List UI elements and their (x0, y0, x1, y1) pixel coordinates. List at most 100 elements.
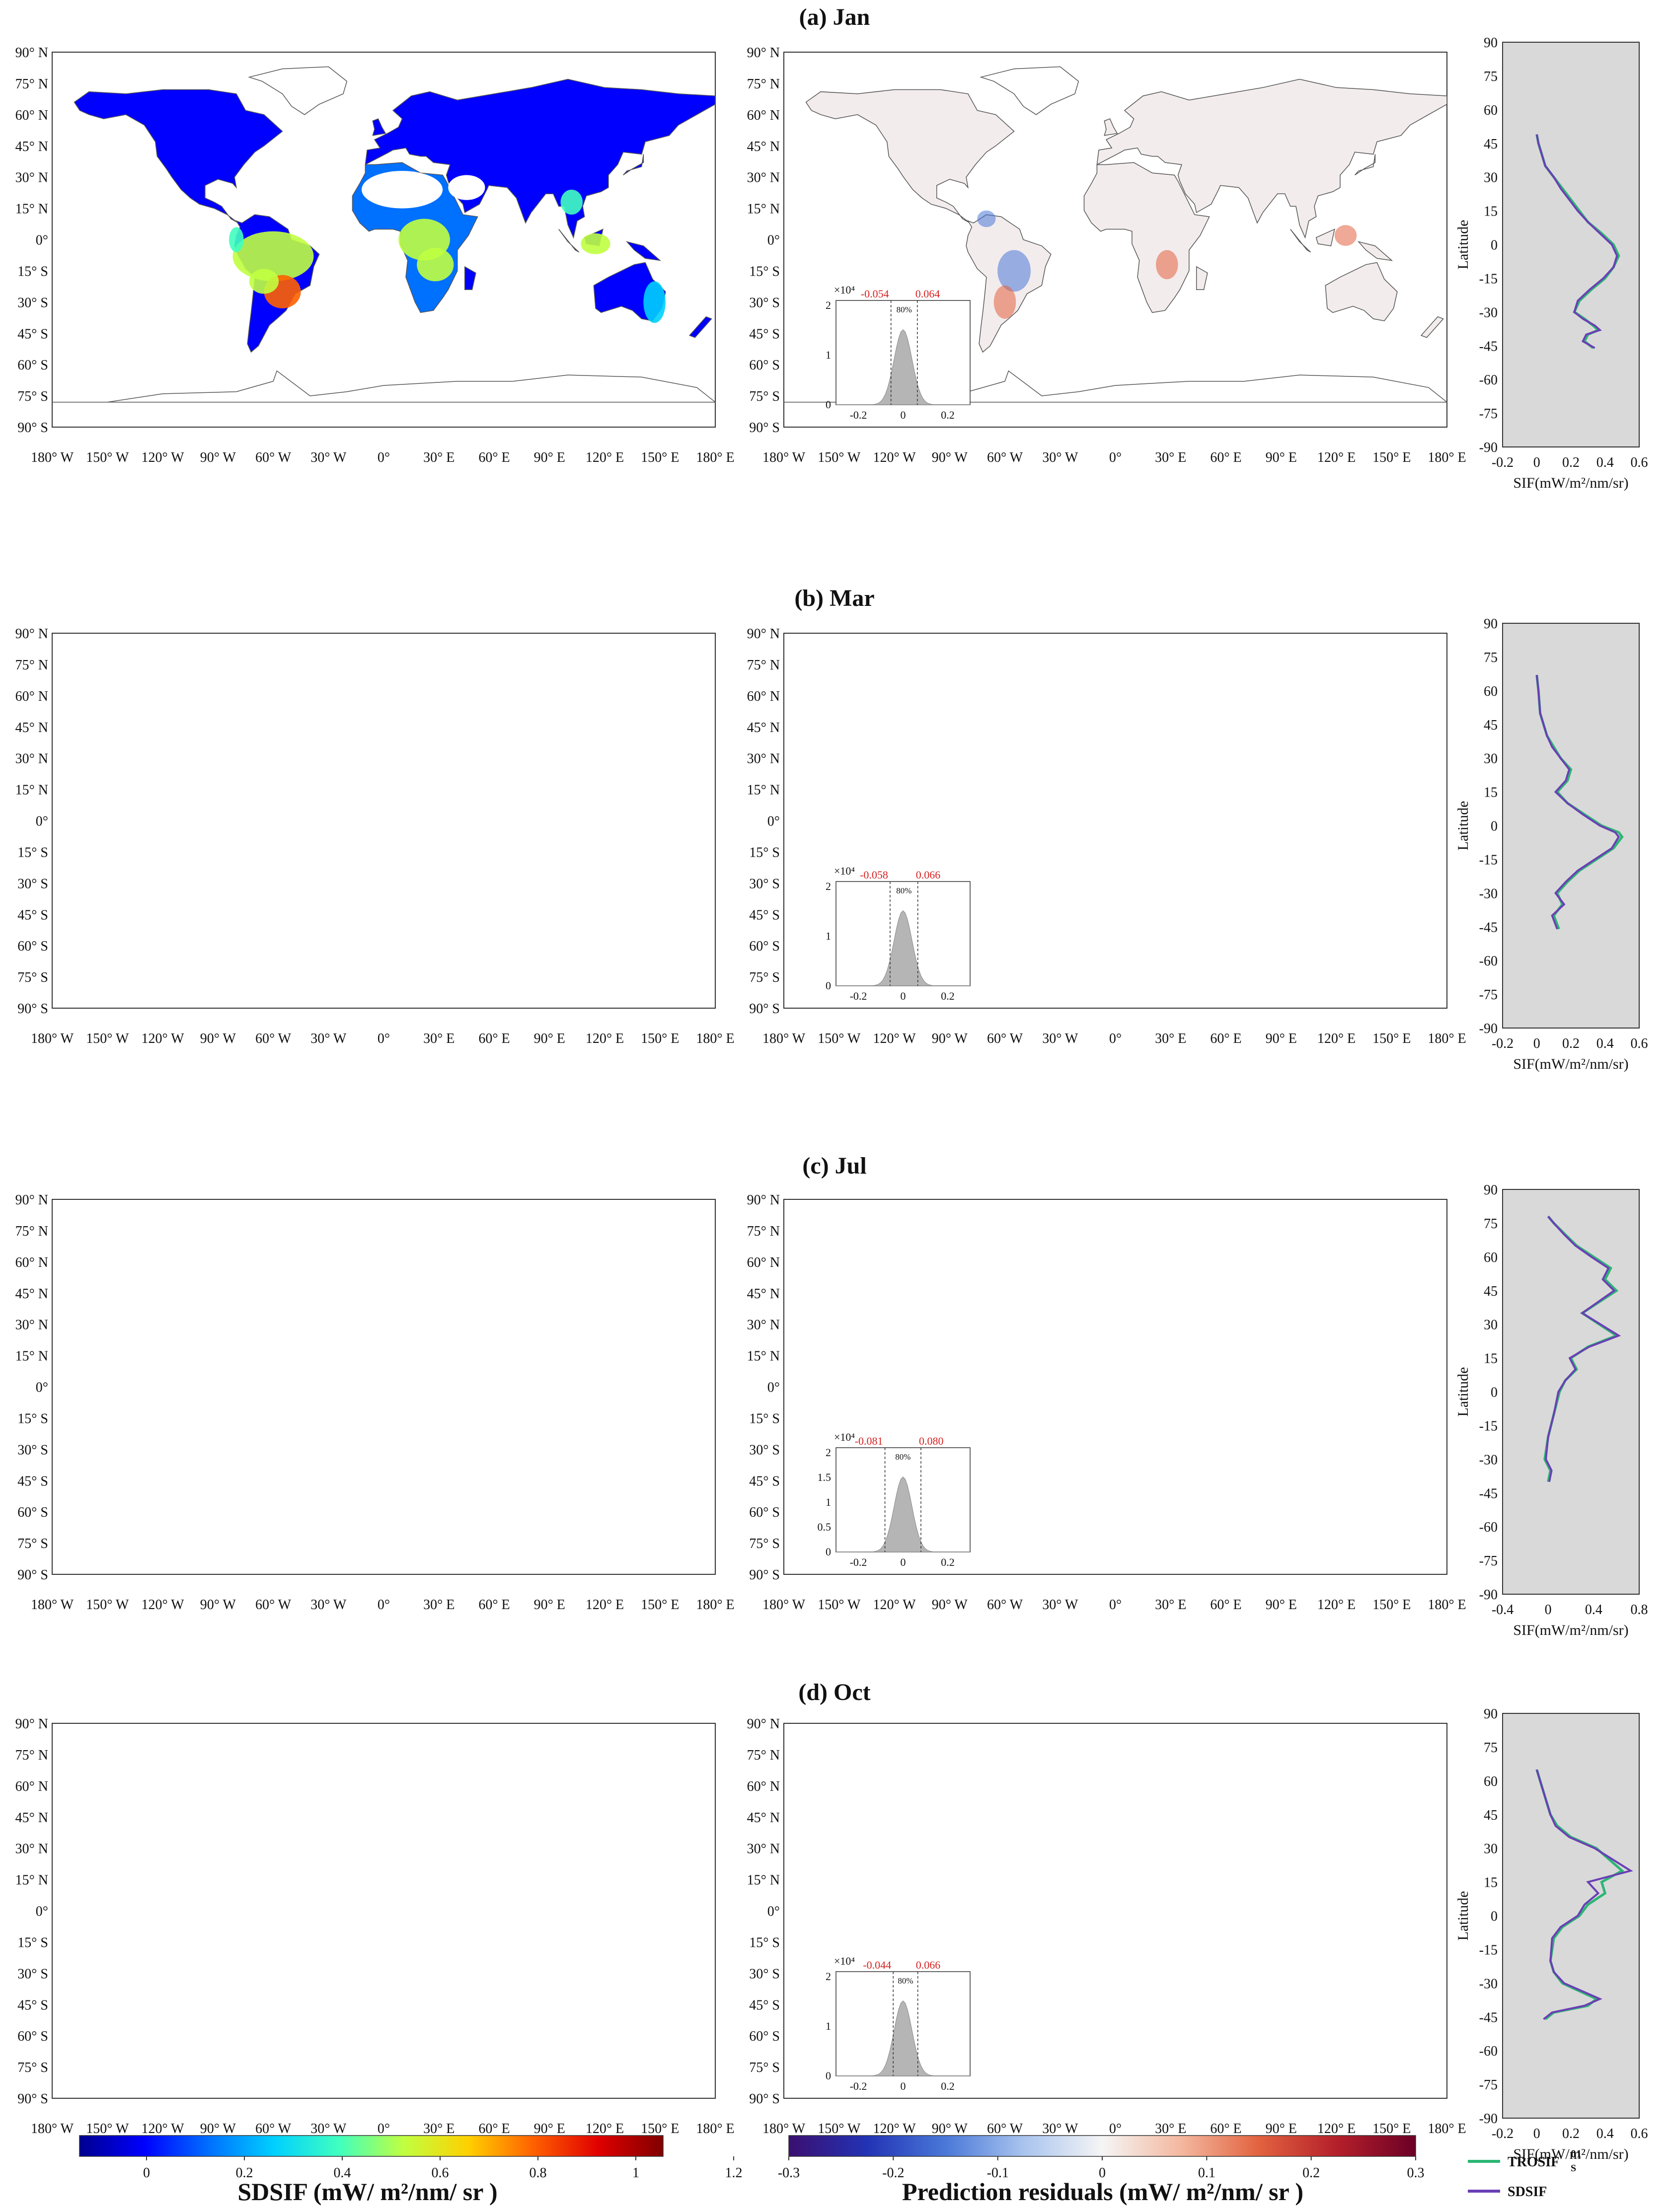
lat-tick-label: 60° N (15, 108, 48, 123)
sdsif-colorbar-label: SDSIF (mW/ m²/nm/ sr ) (237, 2178, 497, 2206)
residual-histogram-inset-percent: 80% (896, 886, 911, 895)
lon-tick-label: 120° W (873, 2121, 916, 2137)
lon-tick-label: 60° W (255, 450, 292, 465)
lon-tick-label: 150° E (641, 450, 679, 465)
lon-tick-label: 60° W (987, 1031, 1023, 1046)
lat-tick-label: 90° N (15, 626, 48, 642)
lat-tick-label: 90° N (747, 45, 780, 61)
profile-lat-tick: 0 (1491, 819, 1498, 834)
panel-title: (d) Oct (798, 1679, 870, 1705)
sdsif-map-landmass (625, 241, 662, 261)
lon-tick-label: 90° E (534, 1597, 565, 1613)
lon-tick-label: 30° W (1042, 1597, 1078, 1613)
lat-tick-label: 30° N (15, 751, 48, 767)
profile-lat-tick: 90 (1484, 1706, 1498, 1722)
sdsif-map-desert (448, 175, 485, 200)
lat-tick-label: 45° S (17, 1997, 48, 2013)
lon-tick-label: 30° W (310, 1597, 347, 1613)
lon-tick-label: 60° E (1210, 450, 1241, 465)
lat-tick-label: 15° S (17, 1935, 48, 1950)
residual-histogram-inset-xtick: 0 (901, 409, 906, 421)
residual-colorbar-tick: 0.3 (1407, 2165, 1425, 2181)
residual-histogram-inset-ytick: 1 (826, 2020, 831, 2032)
lat-tick-label: 30° S (17, 876, 48, 891)
lat-tick-label: 15° S (749, 264, 780, 279)
residual-map-landmass (980, 66, 1079, 115)
lat-tick-label: 0° (36, 233, 48, 248)
sdsif-map: 90° N 75° N 60° N 45° N 30° N 15° N 0° 15° S 30°… (15, 1716, 735, 2137)
sdsif-colorbar-tick: 0.4 (334, 2165, 351, 2181)
sdsif-map-landmass (464, 266, 476, 290)
residual-colorbar-tick: 0.1 (1198, 2165, 1215, 2181)
lon-tick-label: 150° W (818, 1597, 861, 1613)
residual-histogram-inset-xtick: -0.2 (850, 2080, 867, 2092)
lat-tick-label: 60° S (17, 358, 48, 373)
lon-tick-label: 60° W (987, 450, 1023, 465)
lat-tick-label: 60° S (749, 358, 780, 373)
profile-x-tick: -0.2 (1492, 2126, 1514, 2141)
sdsif-map: 90° N 75° N 60° N 45° N 30° N 15° N 0° 15° S 30°… (15, 45, 735, 465)
lat-tick-label: 15° S (749, 1935, 780, 1950)
profile-lat-tick: 0 (1491, 238, 1498, 253)
lon-tick-label: 90° W (200, 450, 236, 465)
latitude-profile: 90 75 60 45 30 15 0 -15 -30 -45 -60 -75 -90-0.2 0 0.2 0… (1455, 35, 1648, 491)
sdsif-map-frame (52, 633, 716, 1009)
profile-x-tick: 0.4 (1596, 2126, 1614, 2141)
residual-histogram-inset-ytick: 0 (826, 979, 831, 992)
residual-histogram-inset-histogram (836, 329, 970, 405)
lon-tick-label: 60° W (255, 1031, 292, 1046)
lon-tick-label: 60° E (1210, 1597, 1241, 1613)
lon-tick-label: 150° E (1372, 1031, 1411, 1046)
lat-tick-label: 75° S (17, 389, 48, 404)
lon-tick-label: 180° E (1428, 1031, 1466, 1046)
lon-tick-label: 150° W (86, 450, 129, 465)
profile-xlabel: SIF(mW/m²/nm/sr) (1513, 1622, 1628, 1638)
lon-tick-label: 30° E (1155, 1597, 1186, 1613)
lat-tick-label: 45° N (747, 1286, 780, 1302)
profile-lat-tick: 15 (1484, 1351, 1498, 1367)
lat-tick-label: 45° N (747, 720, 780, 736)
sdsif-colorbar-tick: 0.2 (236, 2165, 253, 2181)
sdsif-colorbar (79, 2135, 664, 2157)
sdsif-colorbar-tick: 0.6 (432, 2165, 449, 2181)
profile-ylabel: Latitude (1455, 1367, 1471, 1417)
profile-lat-tick: -90 (1479, 1587, 1498, 1603)
lat-tick-label: 0° (36, 1904, 48, 1919)
lon-tick-label: 180° E (1428, 450, 1466, 465)
residual-histogram-inset-exponent: ×10⁴ (834, 1431, 855, 1443)
profile-x-tick: 0 (1533, 1036, 1540, 1051)
profile-lat-tick: 45 (1484, 1284, 1498, 1299)
lat-tick-label: 15° S (17, 264, 48, 279)
profile-ylabel: Latitude (1455, 1891, 1471, 1941)
residual-histogram-inset-ytick: 2 (826, 299, 831, 311)
profile-lat-tick: -15 (1479, 1942, 1498, 1958)
lon-tick-label: 0° (1109, 2121, 1122, 2137)
latitude-profile-plot-area (1502, 1713, 1640, 2119)
residual-map: 90° N 75° N 60° N 45° N 30° N 15° N 0° 15° S 30°… (747, 1192, 1466, 1613)
lat-tick-label: 0° (767, 233, 780, 248)
lat-tick-label: 75° N (15, 658, 48, 673)
profile-lat-tick: -60 (1479, 1520, 1498, 1535)
lon-tick-label: 180° E (696, 450, 734, 465)
lon-tick-label: 180° W (762, 450, 806, 465)
series-line-sdsif (1535, 1769, 1633, 2020)
lon-tick-label: 180° E (696, 2121, 734, 2137)
series-line-sdsif (1545, 1216, 1621, 1482)
lat-tick-label: 75° N (747, 1224, 780, 1239)
sdsif-map-landmass (365, 78, 715, 239)
residual-map-landmass (1325, 262, 1398, 321)
lon-tick-label: 0° (378, 450, 390, 465)
lon-tick-label: 150° W (818, 1031, 861, 1046)
lon-tick-label: 30° W (1042, 450, 1078, 465)
profile-x-tick: 0.4 (1596, 455, 1614, 470)
residual-histogram-inset-ytick: 1 (826, 930, 831, 942)
lon-tick-label: 0° (1109, 1597, 1122, 1613)
lon-tick-label: 180° E (696, 1031, 734, 1046)
lon-tick-label: 90° E (1266, 450, 1297, 465)
lat-tick-label: 45° N (747, 1810, 780, 1826)
residual-histogram-inset-ytick: 2 (826, 1970, 831, 1983)
lat-tick-label: 15° N (747, 202, 780, 217)
lon-tick-label: 120° E (586, 1031, 624, 1046)
profile-lat-tick: 30 (1484, 1318, 1498, 1333)
